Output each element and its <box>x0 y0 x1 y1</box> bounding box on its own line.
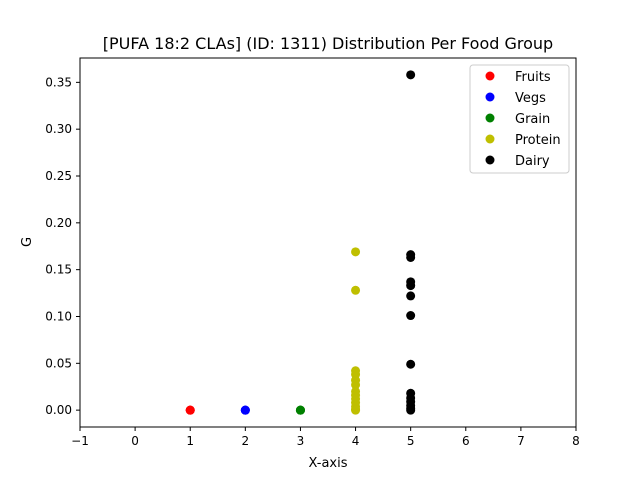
x-tick-label: 4 <box>352 434 360 448</box>
legend-marker-grain <box>485 113 495 123</box>
data-point-dairy-4 <box>406 281 416 291</box>
y-tick-label: 0.05 <box>45 356 72 370</box>
data-point-protein-1 <box>351 285 361 295</box>
y-tick-label: 0.20 <box>45 216 72 230</box>
legend-box <box>469 64 570 174</box>
y-tick-label: 0.30 <box>45 122 72 136</box>
x-tick-label: 8 <box>572 434 580 448</box>
data-point-grain-2 <box>295 405 305 415</box>
data-point-protein-0 <box>351 247 361 257</box>
x-tick-label: 2 <box>242 434 250 448</box>
data-point-protein-5 <box>351 380 361 390</box>
legend-marker-fruits <box>485 71 495 81</box>
y-tick-label: 0.15 <box>45 263 72 277</box>
data-point-dairy-7 <box>406 359 416 369</box>
x-tick-label: 6 <box>462 434 470 448</box>
y-tick-label: 0.25 <box>45 169 72 183</box>
y-tick-label: 0.35 <box>45 75 72 89</box>
plot-area-frame <box>79 57 577 428</box>
legend-marker-vegs <box>485 92 495 102</box>
legend: Fruits Vegs Grain Protein Dairy <box>469 64 570 174</box>
legend-label-grain: Grain <box>515 112 550 127</box>
legend-items: Fruits Vegs Grain Protein Dairy <box>485 70 561 169</box>
data-point-vegs-2 <box>240 405 250 415</box>
legend-marker-dairy <box>485 155 495 165</box>
legend-label-protein: Protein <box>515 133 561 148</box>
data-point-dairy-2 <box>406 252 416 262</box>
data-point-fruits-2 <box>185 405 195 415</box>
x-tick-label: 3 <box>297 434 305 448</box>
legend-label-vegs: Vegs <box>515 91 546 106</box>
y-axis-ticks: 0.00 0.05 0.10 0.15 0.20 0.25 0.30 0.35 <box>45 75 80 417</box>
x-tick-label: 7 <box>517 434 525 448</box>
y-tick-label: 0.10 <box>45 309 72 323</box>
data-points <box>185 70 416 415</box>
x-tick-label: −1 <box>71 434 89 448</box>
x-tick-label: 1 <box>186 434 194 448</box>
legend-label-dairy: Dairy <box>515 154 550 169</box>
x-axis-ticks: −1 0 1 2 3 4 5 6 7 8 <box>71 427 580 448</box>
data-point-dairy-0 <box>406 70 416 80</box>
y-axis-label: G <box>20 237 35 247</box>
chart-title: [PUFA 18:2 CLAs] (ID: 1311) Distribution… <box>103 34 553 53</box>
x-tick-label: 0 <box>131 434 139 448</box>
data-point-dairy-13 <box>406 405 416 415</box>
x-axis-label: X-axis <box>309 456 348 471</box>
y-tick-label: 0.00 <box>45 403 72 417</box>
data-point-protein-12 <box>351 405 361 415</box>
legend-label-fruits: Fruits <box>515 70 551 85</box>
legend-marker-protein <box>485 134 495 144</box>
data-point-dairy-6 <box>406 311 416 321</box>
x-tick-label: 5 <box>407 434 415 448</box>
data-point-dairy-5 <box>406 291 416 301</box>
